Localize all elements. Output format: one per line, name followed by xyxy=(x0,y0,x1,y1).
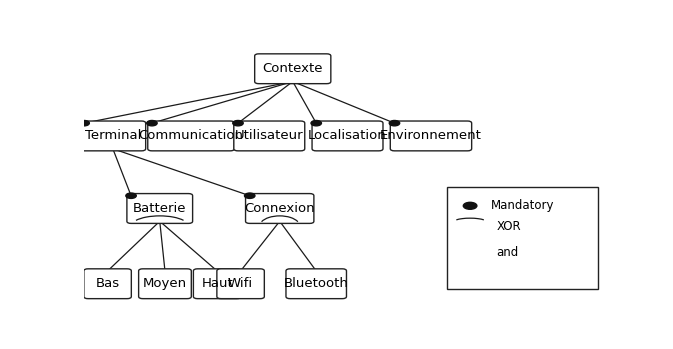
Text: Batterie: Batterie xyxy=(133,202,186,215)
Circle shape xyxy=(311,120,322,126)
Text: Environnement: Environnement xyxy=(380,129,482,142)
Circle shape xyxy=(79,120,90,126)
Text: Bluetooth: Bluetooth xyxy=(284,277,349,290)
Text: Contexte: Contexte xyxy=(262,62,323,75)
Circle shape xyxy=(463,202,477,209)
FancyBboxPatch shape xyxy=(80,121,145,151)
Circle shape xyxy=(389,120,400,126)
FancyBboxPatch shape xyxy=(390,121,472,151)
Text: XOR: XOR xyxy=(496,220,521,233)
FancyBboxPatch shape xyxy=(139,269,191,299)
FancyBboxPatch shape xyxy=(84,269,131,299)
FancyBboxPatch shape xyxy=(217,269,264,299)
Circle shape xyxy=(233,120,243,126)
Circle shape xyxy=(126,193,137,199)
FancyBboxPatch shape xyxy=(312,121,383,151)
FancyBboxPatch shape xyxy=(234,121,305,151)
Circle shape xyxy=(147,120,157,126)
Text: Mandatory: Mandatory xyxy=(491,199,555,212)
FancyBboxPatch shape xyxy=(246,194,314,223)
Text: Bas: Bas xyxy=(96,277,120,290)
FancyBboxPatch shape xyxy=(127,194,192,223)
Text: Wifi: Wifi xyxy=(228,277,253,290)
FancyBboxPatch shape xyxy=(148,121,234,151)
FancyBboxPatch shape xyxy=(254,54,331,84)
Text: Utilisateur: Utilisateur xyxy=(235,129,304,142)
Text: Connexion: Connexion xyxy=(244,202,315,215)
Bar xyxy=(447,187,598,289)
FancyBboxPatch shape xyxy=(286,269,347,299)
Text: Terminal: Terminal xyxy=(85,129,141,142)
Text: Communication: Communication xyxy=(139,129,244,142)
Text: Moyen: Moyen xyxy=(143,277,187,290)
FancyBboxPatch shape xyxy=(193,269,241,299)
Text: Haut: Haut xyxy=(201,277,233,290)
Circle shape xyxy=(244,193,255,199)
Text: and: and xyxy=(496,246,518,259)
Text: Localisation: Localisation xyxy=(308,129,387,142)
